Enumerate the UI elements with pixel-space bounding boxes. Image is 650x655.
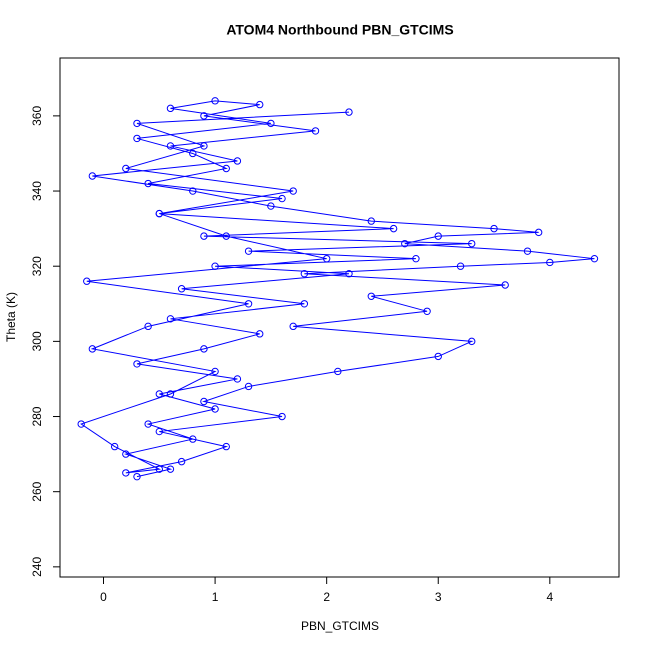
y-tick-label: 240	[30, 557, 44, 577]
data-point	[546, 258, 554, 267]
data-point	[155, 390, 164, 398]
data-point	[367, 217, 375, 225]
data-point	[278, 194, 286, 203]
data-point	[590, 254, 599, 263]
data-point	[166, 315, 175, 323]
data-point	[233, 375, 242, 383]
x-tick-label: 3	[435, 590, 442, 604]
data-point	[200, 345, 208, 353]
data-point	[166, 465, 175, 473]
data-point	[322, 254, 331, 263]
plot-box	[59, 57, 620, 578]
data-point	[244, 382, 253, 391]
data-point	[468, 239, 476, 248]
data-point	[211, 405, 219, 413]
data-point	[523, 247, 532, 255]
data-point	[289, 322, 297, 331]
x-tick-label: 0	[100, 590, 107, 604]
data-point	[211, 97, 219, 105]
data-point	[177, 285, 186, 293]
data-point	[189, 435, 197, 443]
data-point	[200, 397, 208, 406]
x-tick-label: 4	[546, 590, 553, 604]
data-line	[80, 100, 595, 478]
data-point	[345, 108, 353, 116]
data-point	[367, 292, 375, 300]
data-point	[133, 472, 141, 481]
chart-title: ATOM4 Northbound PBN_GTCIMS	[226, 22, 453, 38]
y-tick-label: 260	[30, 481, 44, 501]
data-point	[534, 228, 543, 237]
data-point	[133, 119, 141, 128]
data-point	[122, 164, 130, 173]
data-point	[222, 442, 230, 451]
data-point	[166, 104, 175, 113]
data-point	[155, 427, 164, 436]
data-point	[88, 345, 97, 353]
data-point	[144, 420, 152, 428]
data-point	[267, 202, 275, 210]
data-point	[501, 281, 509, 289]
y-tick-label: 300	[30, 331, 44, 351]
data-point	[412, 254, 420, 263]
data-point	[222, 232, 230, 240]
data-point	[456, 262, 465, 270]
data-point	[166, 142, 175, 150]
x-axis-label: PBN_GTCIMS	[301, 619, 379, 633]
data-point	[166, 390, 175, 398]
x-tick-label: 2	[323, 590, 330, 604]
data-point	[389, 224, 398, 233]
y-tick-label: 340	[30, 181, 44, 201]
data-point	[200, 142, 208, 150]
data-point	[177, 457, 186, 466]
data-point	[278, 412, 286, 421]
x-tick-label: 1	[212, 590, 219, 604]
data-point	[77, 420, 85, 428]
data-point	[144, 179, 152, 188]
data-point	[133, 360, 141, 368]
data-point	[300, 270, 309, 278]
y-tick-label: 320	[30, 256, 44, 276]
data-point	[311, 127, 320, 135]
data-point	[189, 149, 197, 158]
data-point	[300, 300, 309, 308]
data-point	[110, 442, 119, 451]
data-point	[189, 187, 197, 195]
data-point	[490, 224, 498, 233]
data-point	[401, 239, 409, 248]
data-point	[122, 450, 130, 458]
data-point	[200, 232, 208, 240]
data-point	[256, 330, 264, 338]
data-point	[423, 307, 431, 315]
data-point	[83, 277, 91, 285]
data-point	[122, 469, 130, 477]
data-point	[256, 100, 264, 109]
data-point	[144, 322, 152, 331]
data-point	[88, 172, 97, 180]
data-point	[200, 112, 208, 120]
y-tick-label: 360	[30, 106, 44, 126]
data-point	[334, 367, 342, 376]
data-point	[267, 119, 275, 128]
data-point	[211, 262, 219, 270]
data-point	[244, 300, 253, 308]
data-point	[345, 270, 353, 278]
data-point	[434, 232, 442, 240]
data-point	[468, 337, 476, 346]
data-point	[434, 352, 442, 361]
data-point	[244, 247, 253, 255]
data-point	[155, 209, 164, 218]
data-point	[155, 465, 164, 473]
data-point	[211, 367, 219, 376]
data-point	[233, 157, 242, 165]
data-point	[133, 134, 141, 143]
data-point	[222, 164, 230, 173]
y-tick-label: 280	[30, 406, 44, 426]
y-axis-label: Theta (K)	[4, 292, 18, 342]
data-point	[289, 187, 297, 195]
